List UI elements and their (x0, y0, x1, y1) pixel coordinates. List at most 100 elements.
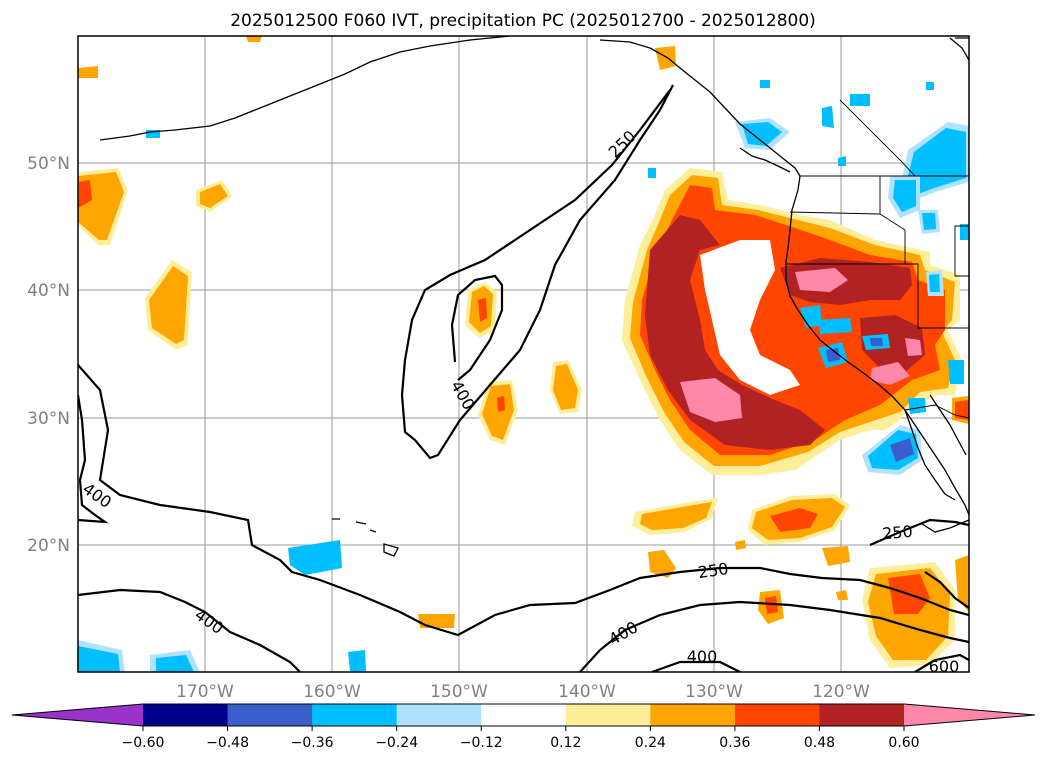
precip-neg-11-mid (156, 655, 194, 672)
colorbar-tick-label: −0.12 (460, 735, 503, 751)
contour-label-250-mexico: 250 (881, 522, 913, 544)
precip-neg-9 (288, 540, 342, 575)
precip-area-ar-max-4 (905, 338, 922, 356)
colorbar-segment (227, 704, 313, 726)
precip-area-wp-2-low (149, 266, 188, 344)
precip-area-sub-2-mid (770, 508, 818, 532)
lon-label-150w: 150°W (430, 682, 488, 702)
contour-400-south-2 (579, 600, 969, 672)
precip-area-ar-max-3 (870, 362, 910, 385)
precip-neg-4 (948, 360, 964, 384)
precip-area-cp-1-mid (478, 298, 487, 322)
precip-area-ar-max-2 (795, 268, 848, 292)
precip-area-ar-high-2 (780, 258, 912, 305)
border-bc-ab (839, 99, 916, 177)
precip-neg-idaho-mid (908, 128, 966, 194)
contour-250-mexico (869, 518, 969, 547)
border-idaho (879, 176, 906, 264)
precip-area-wp-3-low (200, 184, 228, 208)
lon-label-170w: 170°W (176, 682, 234, 702)
map-frame (77, 35, 970, 673)
coastline-westcoast (785, 175, 969, 516)
colorbar-segment (143, 704, 229, 726)
precip-neg-10-mid (78, 646, 120, 672)
colorbar-tick-label: −0.48 (206, 735, 249, 751)
lon-label-140w: 140°W (558, 682, 616, 702)
lon-label-160w: 160°W (303, 682, 361, 702)
coastlines (99, 36, 969, 557)
precip-neg-6 (818, 318, 852, 334)
contour-250-south (78, 364, 969, 637)
colorbar-segment (734, 704, 820, 726)
contour-800 (924, 571, 969, 609)
precip-neg-sierra-strong (826, 348, 840, 362)
colorbar-extend-max (904, 704, 1035, 726)
contour-250-north (400, 84, 674, 460)
colorbar-segment (565, 704, 651, 726)
colorbar-segment (396, 704, 482, 726)
colorbar-segment (650, 704, 736, 726)
precip-neg-18 (838, 156, 846, 166)
precip-area-mexico-4 (955, 400, 969, 420)
precip-neg-8 (822, 106, 834, 128)
colorbar-extend-min (12, 704, 143, 726)
contour-label-250-south: 250 (697, 559, 730, 582)
precip-area-mexico-2 (955, 555, 969, 612)
precip-area-wp-4 (78, 66, 98, 78)
precip-neg-nv-mid (893, 180, 916, 212)
precip-area-sub-8 (418, 614, 455, 628)
precip-area-sub-6 (836, 590, 848, 600)
lat-label-50n: 50°N (27, 154, 70, 174)
lon-label-130w: 130°W (685, 682, 743, 702)
precip-area-cp-2-mid (497, 396, 505, 412)
precip-gap (700, 240, 800, 395)
precip-area-wp-5 (246, 36, 262, 42)
lon-label-120w: 120°W (812, 682, 870, 702)
map-title: 2025012500 F060 IVT, precipitation PC (2… (230, 11, 816, 31)
precip-neg-7 (850, 94, 870, 106)
ivt-contours (78, 84, 969, 672)
precip-area-sub-5 (822, 546, 850, 566)
contour-label-600: 600 (929, 657, 960, 676)
precip-neg-16 (760, 80, 770, 88)
precip-neg-12 (348, 650, 366, 672)
contour-label-400-south-2: 400 (687, 647, 718, 666)
contour-400-west (78, 394, 109, 524)
precip-area-ak-1 (655, 46, 676, 70)
coastline-baja (904, 394, 967, 501)
precipitation-shading (78, 36, 969, 672)
political-borders (787, 99, 969, 419)
precip-area-sub-4-mid (765, 596, 778, 614)
precip-area-wp-1-mid (78, 180, 92, 208)
precip-neg-14 (926, 82, 934, 90)
precip-area-ar-max (680, 378, 742, 422)
border-ca-nv (905, 263, 969, 329)
colorbar-segment (312, 704, 398, 726)
precip-neg-2-mid (922, 213, 936, 230)
precip-area-sub-1-low (640, 502, 712, 530)
colorbar-tick-label: 0.48 (804, 735, 835, 751)
lat-label-20n: 20°N (27, 536, 70, 556)
precip-area-sub-7 (735, 540, 746, 550)
colorbar-tick-label: 0.24 (635, 735, 666, 751)
border-us-mexico (904, 404, 969, 419)
contour-400-south-3 (651, 660, 741, 672)
precip-area-cp-3-low (553, 364, 578, 410)
colorbar-segment (819, 704, 905, 726)
coastline-alaska (99, 36, 801, 177)
lat-label-40n: 40°N (27, 281, 70, 301)
longitude-labels: 170°W 160°W 150°W 140°W 130°W 120°W (176, 682, 870, 702)
colorbar: −0.60 −0.48 −0.36 −0.24 −0.12 0.12 0.24 0.36 0.4… (11, 703, 1036, 751)
contour-400-north (450, 274, 504, 381)
precip-neg-baja (908, 398, 926, 414)
colorbar-segment (481, 704, 567, 726)
precip-neg-17 (648, 168, 656, 178)
coastline-hawaii (332, 518, 399, 557)
colorbar-tick-label: −0.36 (291, 735, 334, 751)
border-wa-or (789, 211, 881, 215)
lat-label-30n: 30°N (27, 409, 70, 429)
map-panel: 250 400 400 250 250 400 400 400 600 (77, 35, 970, 676)
latitude-labels: 50°N 40°N 30°N 20°N (27, 154, 70, 556)
colorbar-tick-label: 0.36 (719, 735, 750, 751)
